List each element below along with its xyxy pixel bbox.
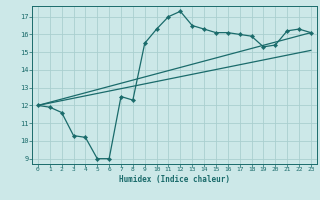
X-axis label: Humidex (Indice chaleur): Humidex (Indice chaleur): [119, 175, 230, 184]
